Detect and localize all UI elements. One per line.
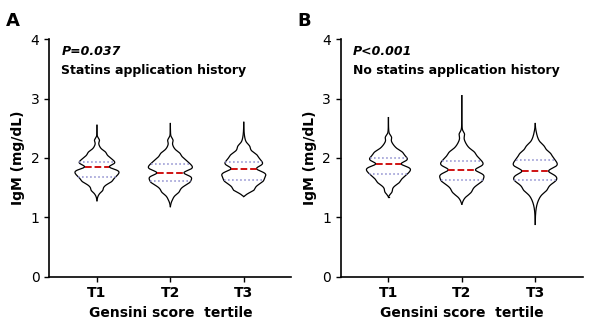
Text: Statins application history: Statins application history [61, 64, 247, 77]
Text: No statins application history: No statins application history [353, 64, 560, 77]
Y-axis label: IgM (mg/dL): IgM (mg/dL) [11, 111, 25, 205]
Text: B: B [297, 12, 311, 30]
Text: P=0.037: P=0.037 [61, 45, 121, 58]
Text: P<0.001: P<0.001 [353, 45, 412, 58]
X-axis label: Gensini score  tertile: Gensini score tertile [89, 306, 252, 320]
Text: A: A [5, 12, 20, 30]
Y-axis label: IgM (mg/dL): IgM (mg/dL) [302, 111, 317, 205]
X-axis label: Gensini score  tertile: Gensini score tertile [380, 306, 544, 320]
